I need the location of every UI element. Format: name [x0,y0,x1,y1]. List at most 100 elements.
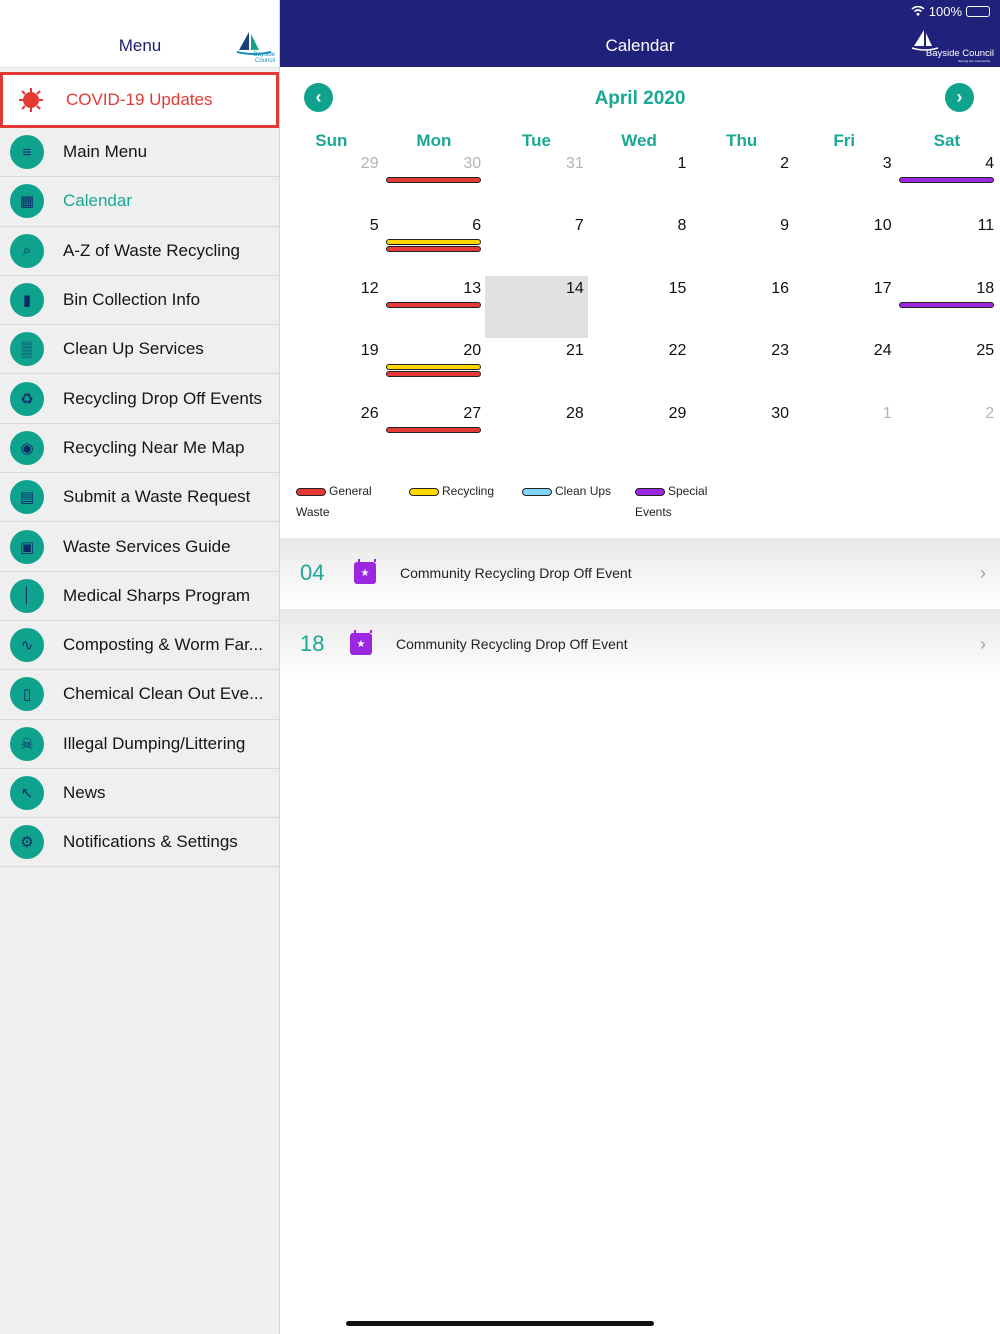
calendar-day[interactable]: 23 [690,338,793,400]
legend: General Waste Recycling Clean Ups Specia… [280,483,1000,523]
calendar-day[interactable]: 13 [383,276,486,338]
form-icon: ▤ [10,480,44,515]
weekday-label: Tue [522,131,551,150]
calendar-day-today[interactable]: 14 [485,275,588,339]
legend-special-events-line2: Events [635,505,672,519]
sidebar-item-bin-collection-info[interactable]: ▮ Bin Collection Info [0,276,279,326]
sidebar-item-label: Calendar [63,191,132,211]
calendar-day[interactable]: 29 [588,401,691,463]
day-number: 29 [668,404,687,422]
sidebar-item-recycling-near-me-map[interactable]: ◉ Recycling Near Me Map [0,424,279,474]
calendar-day[interactable]: 25 [896,338,999,400]
calendar-week: 12 13 14 15 16 17 18 [280,275,1000,339]
calendar-day[interactable]: 2 [896,401,999,463]
calendar-day[interactable]: 21 [485,338,588,400]
chemical-bottle-icon: ▯ [10,677,44,712]
day-number: 30 [771,404,789,422]
previous-month-button[interactable]: ‹ [304,83,333,112]
day-number: 24 [873,342,892,360]
sidebar-item-label: News [63,783,106,802]
calendar-day[interactable]: 31 [485,151,588,213]
sidebar-item-clean-up-services[interactable]: ▒ Clean Up Services [0,325,279,375]
day-number: 28 [565,404,584,422]
calendar-day[interactable]: 28 [485,401,588,463]
event-row[interactable]: 18 ★ Community Recycling Drop Off Event … [280,609,1000,679]
sidebar-item-calendar[interactable]: ▦ Calendar [0,177,279,227]
calendar-day[interactable]: 11 [896,213,999,275]
sidebar-item-label: Composting & Worm Far... [63,635,263,655]
next-month-button[interactable]: › [945,83,974,112]
day-number: 11 [977,217,995,235]
calendar-day[interactable]: 26 [280,401,383,463]
calendar-day[interactable]: 30 [383,151,486,213]
home-indicator [346,1321,654,1326]
calendar-day[interactable]: 2 [690,151,793,213]
sidebar-item-label: Waste Services Guide [63,536,231,556]
day-number: 8 [677,217,687,235]
calendar-day[interactable]: 12 [280,276,383,338]
sidebar-item-covid-updates[interactable]: COVID-19 Updates [0,72,279,128]
worm-icon: ∿ [10,628,44,663]
day-number: 31 [565,155,584,172]
calendar-day[interactable]: 4 [896,151,999,213]
sidebar-item-label: Main Menu [63,142,148,162]
top-navigation-bar: 100% Calendar Bayside Council Serving Ou… [280,0,1000,67]
weekday-label: Fri [833,131,856,150]
calendar-week: 29 30 31 1 2 3 4 [280,151,1000,213]
legend-swatch [635,487,665,496]
sidebar-item-label: Medical Sharps Program [63,585,251,605]
calendar-day[interactable]: 3 [793,151,896,213]
sidebar-item-notifications-settings[interactable]: ⚙ Notifications & Settings [0,818,279,868]
calendar-day[interactable]: 17 [793,276,896,338]
sidebar-item-chemical-clean-out-eve[interactable]: ▯ Chemical Clean Out Eve... [0,670,279,720]
menu-title: Menu [118,36,162,55]
calendar-day[interactable]: 16 [690,276,793,338]
legend-clean-ups: Clean Ups [522,481,611,502]
event-day: 18 [300,631,325,656]
chevron-right-icon: › [980,633,986,654]
calendar-day[interactable]: 20 [383,338,486,400]
calendar-day[interactable]: 8 [588,213,691,275]
sidebar-logo-text: Bayside Council [253,52,275,64]
calendar-day[interactable]: 15 [588,276,691,338]
calendar-day[interactable]: 30 [690,401,793,463]
calendar-day[interactable]: 1 [793,401,896,463]
calendar-day[interactable]: 7 [485,213,588,275]
day-number: 13 [463,279,482,297]
calendar-day[interactable]: 18 [896,276,999,338]
sidebar-item-illegal-dumping-littering[interactable]: ☠ Illegal Dumping/Littering [0,720,279,769]
event-row[interactable]: 04 ★ Community Recycling Drop Off Event … [280,538,1000,608]
event-day: 04 [300,560,325,585]
sidebar-item-label: Chemical Clean Out Eve... [63,684,264,704]
sidebar-item-medical-sharps-program[interactable]: │ Medical Sharps Program [0,572,279,621]
sidebar-item-recycling-drop-off-events[interactable]: ♻ Recycling Drop Off Events [0,374,279,424]
day-number: 1 [677,155,687,172]
sidebar-item-label: Recycling Near Me Map [63,437,245,457]
calendar-day[interactable]: 9 [690,213,793,275]
calendar-day[interactable]: 10 [793,213,896,275]
calendar-day[interactable]: 19 [280,338,383,400]
event-title: Community Recycling Drop Off Event [400,565,632,581]
search-icon: ⌕ [10,233,44,268]
drop-off-icon: ♻ [10,381,44,416]
sidebar-header: Menu Bayside Council [0,0,279,68]
sidebar-item-a-z-of-waste-recycling[interactable]: ⌕ A-Z of Waste Recycling [0,227,279,276]
calendar-day[interactable]: 22 [588,338,691,400]
sidebar-item-main-menu[interactable]: ≡ Main Menu [0,128,279,178]
sidebar-item-news[interactable]: ↖ News [0,769,279,819]
calendar-day[interactable]: 5 [280,213,383,275]
calendar-day[interactable]: 27 [383,401,486,463]
legend-general-waste: General [296,481,372,502]
calendar-day[interactable]: 24 [793,338,896,400]
day-number: 15 [668,279,687,297]
day-number: 21 [565,342,584,360]
calendar-day[interactable]: 1 [588,151,691,213]
clean-up-icon: ▒ [10,332,44,367]
event-bar-general [385,246,482,253]
calendar-day[interactable]: 29 [280,151,383,213]
sidebar-item-composting-worm-far[interactable]: ∿ Composting & Worm Far... [0,621,279,671]
weekday-label: Thu [726,131,758,150]
sidebar-item-waste-services-guide[interactable]: ▣ Waste Services Guide [0,522,279,572]
calendar-day[interactable]: 6 [383,213,486,275]
sidebar-item-submit-a-waste-request[interactable]: ▤ Submit a Waste Request [0,473,279,523]
